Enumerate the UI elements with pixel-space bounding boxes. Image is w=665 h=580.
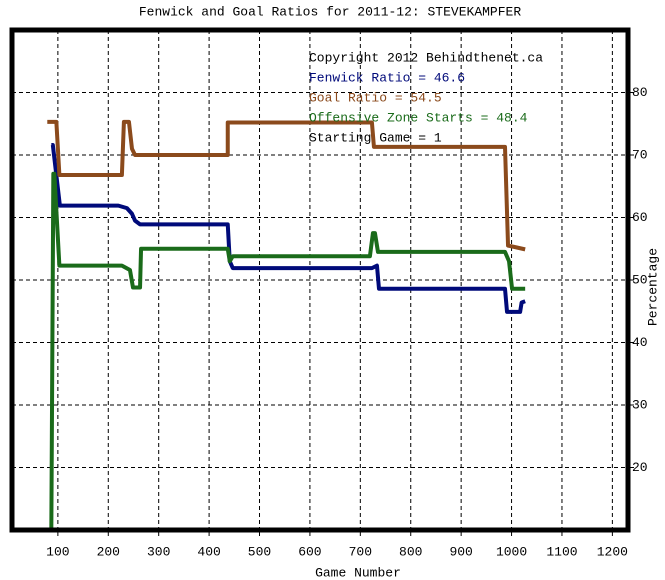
- x-tick-label: 800: [399, 544, 422, 559]
- y-tick-label: 20: [632, 460, 648, 475]
- legend-entry: Fenwick Ratio = 46.6: [309, 70, 465, 85]
- y-tick-label: 80: [632, 85, 648, 100]
- x-tick-label: 500: [248, 544, 271, 559]
- x-tick-label: 900: [449, 544, 472, 559]
- data-line: [47, 119, 526, 252]
- y-tick-label: 40: [632, 335, 648, 350]
- annotation: Copyright 2012 Behindthenet.ca: [309, 50, 543, 65]
- annotation: Starting Game = 1: [309, 130, 442, 145]
- plot-frame: [9, 27, 631, 533]
- x-tick-label: 700: [349, 544, 372, 559]
- y-axis-label: Percentage: [645, 248, 660, 326]
- legend-entry: Offensive Zone Starts = 48.4: [309, 110, 528, 125]
- data-line: [49, 171, 526, 531]
- x-axis-label: Game Number: [315, 565, 401, 580]
- x-tick-label: 300: [147, 544, 170, 559]
- x-tick-label: 200: [97, 544, 120, 559]
- legend-entry: Goal Ratio = 54.5: [309, 90, 442, 105]
- y-tick-label: 70: [632, 147, 648, 162]
- x-tick-label: 1200: [597, 544, 628, 559]
- y-tick-label: 60: [632, 210, 648, 225]
- x-tick-label: 1000: [496, 544, 527, 559]
- x-tick-label: 100: [46, 544, 69, 559]
- x-tick-label: 600: [298, 544, 321, 559]
- y-tick-label: 30: [632, 397, 648, 412]
- x-tick-label: 400: [197, 544, 220, 559]
- x-tick-label: 1100: [546, 544, 577, 559]
- chart-title: Fenwick and Goal Ratios for 2011-12: STE…: [139, 4, 521, 19]
- y-tick-label: 50: [632, 272, 648, 287]
